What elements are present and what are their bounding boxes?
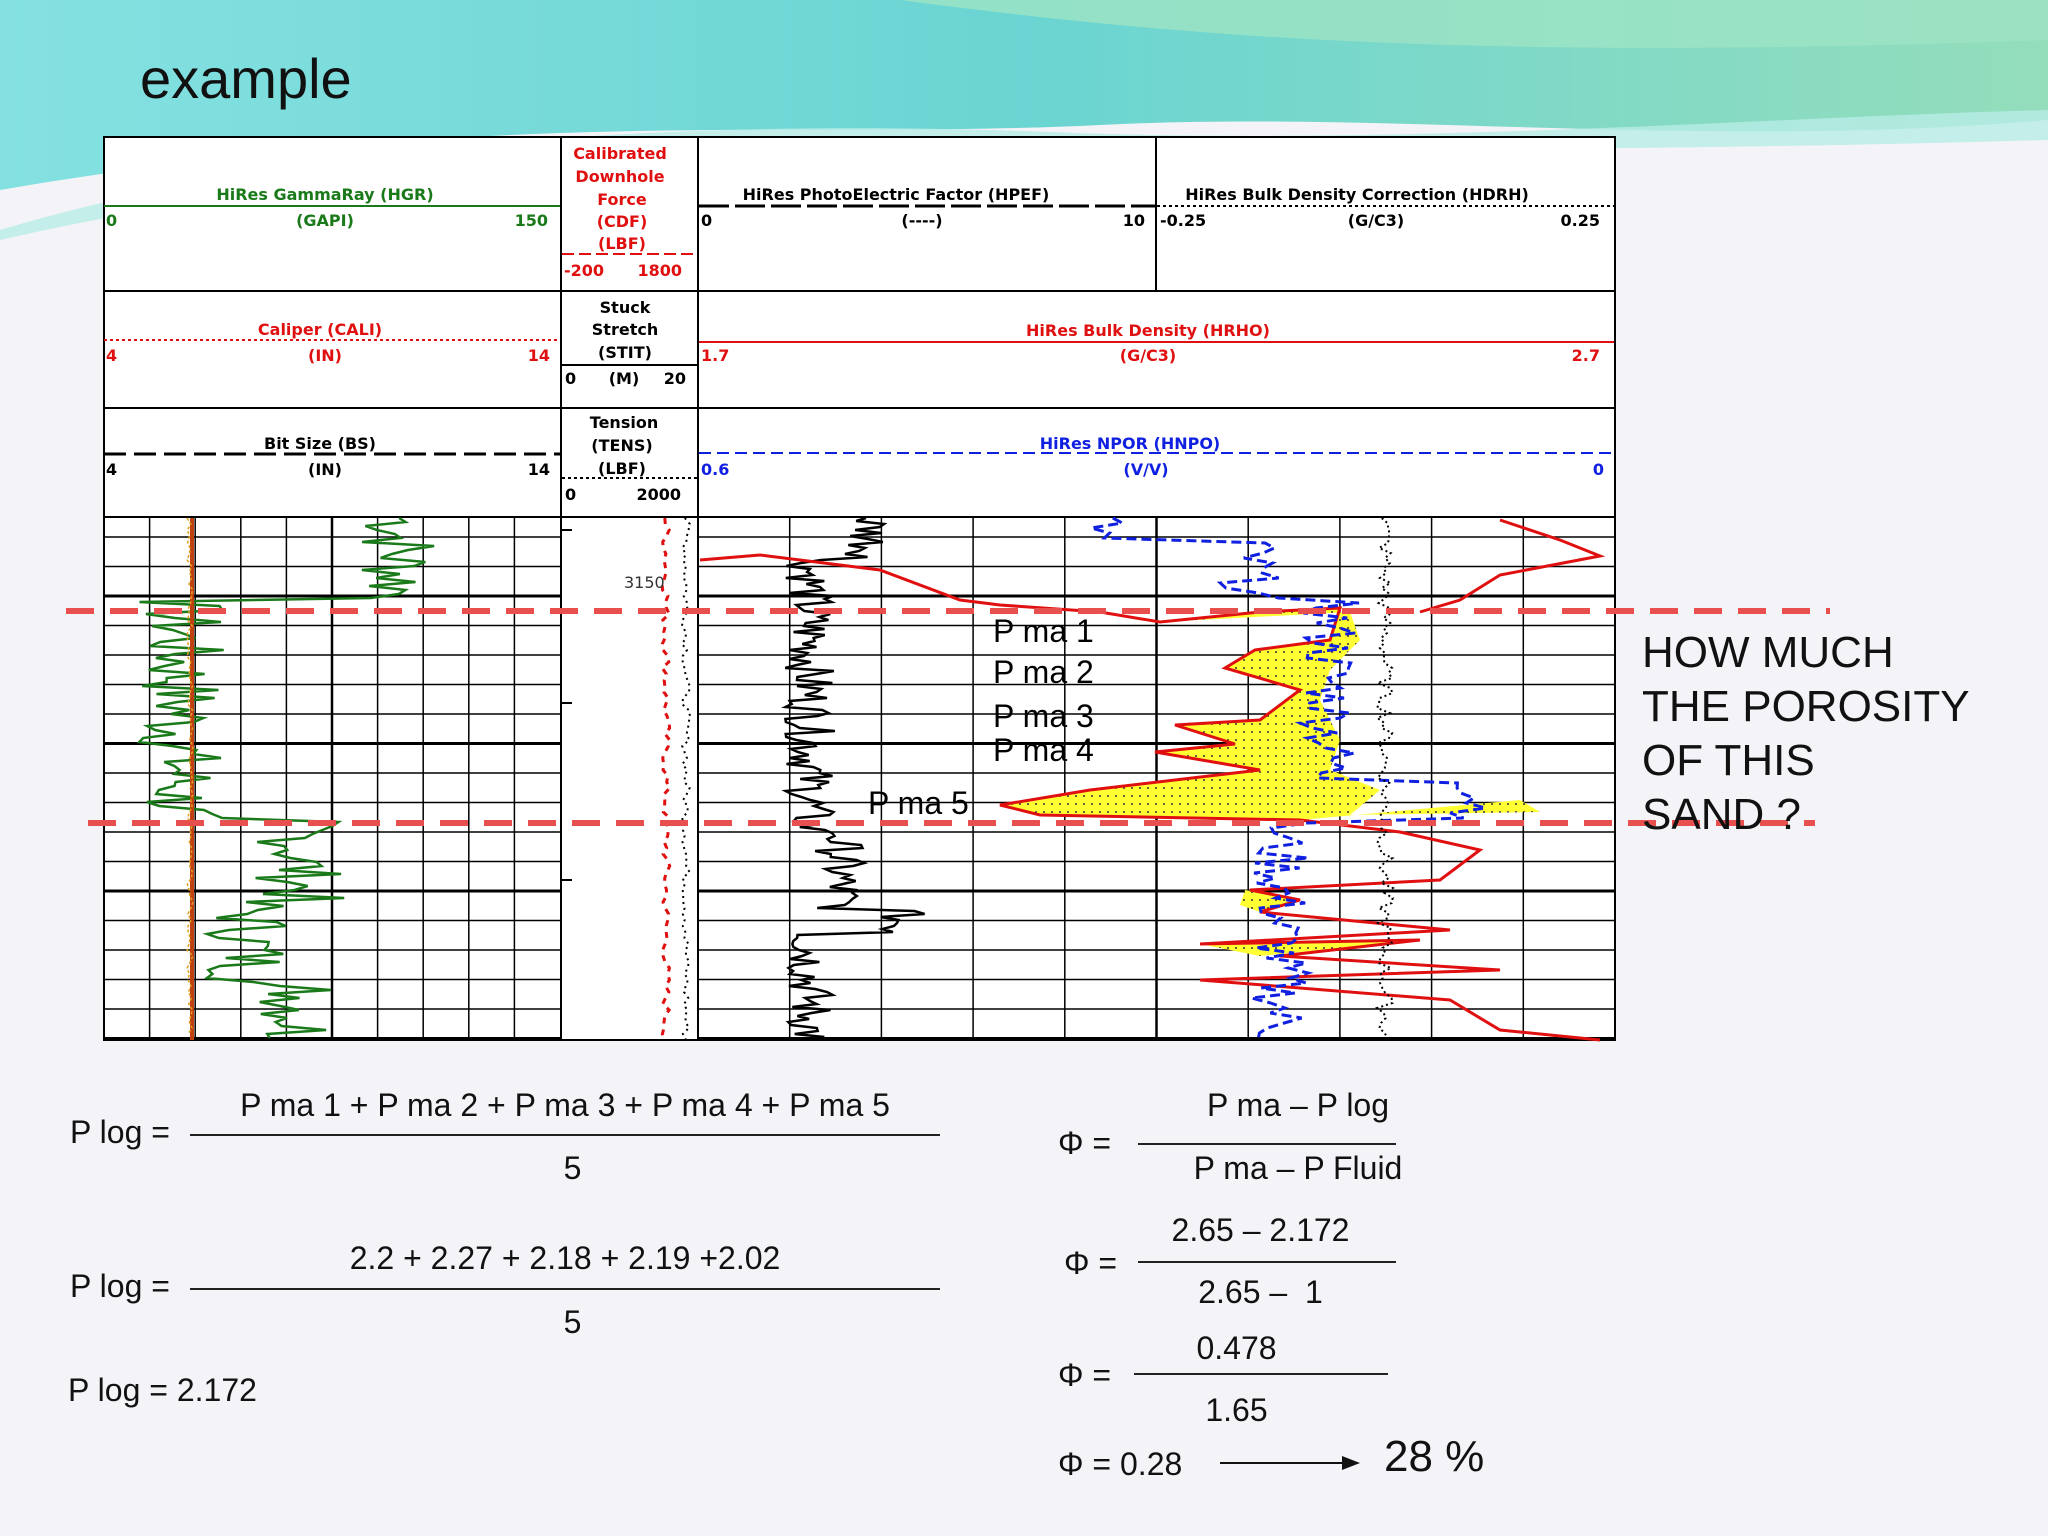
hrho-min: 1.7	[701, 346, 729, 365]
sand-fill-lower	[1240, 890, 1300, 912]
plog2-fraction-bar	[190, 1288, 940, 1290]
bs-unit: (IN)	[308, 460, 342, 479]
hgr-min: 0	[106, 211, 117, 230]
hrho-name: HiRes Bulk Density (HRHO)	[1026, 321, 1270, 340]
phi-result: Φ = 0.28	[1058, 1446, 1183, 1482]
tension-curve	[680, 517, 692, 1041]
plog2-denominator: 5	[563, 1304, 582, 1340]
question-line-2: THE POROSITY	[1642, 682, 1970, 731]
plog-denominator: 5	[563, 1150, 582, 1186]
tens-line-1: Tension	[590, 413, 658, 432]
hdrh-max: 0.25	[1561, 211, 1600, 230]
plog-numerator: P ma 1 + P ma 2 + P ma 3 + P ma 4 + P ma…	[240, 1087, 890, 1123]
tens-max: 2000	[636, 485, 681, 504]
cali-max: 14	[528, 346, 550, 365]
hpef-name: HiRes PhotoElectric Factor (HPEF)	[743, 185, 1050, 204]
phi-lhs: Φ =	[1058, 1125, 1112, 1161]
plog-lhs: P log =	[70, 1114, 170, 1150]
phi3-fraction-bar	[1134, 1373, 1388, 1375]
hgr-name: HiRes GammaRay (HGR)	[216, 185, 433, 204]
phi-numerator: P ma – P log	[1206, 1087, 1390, 1123]
hnpo-name: HiRes NPOR (HNPO)	[1040, 434, 1220, 453]
phi2-denominator: 2.65 – 1	[1198, 1274, 1323, 1310]
phi2-fraction-bar	[1138, 1261, 1396, 1263]
plog2-numerator: 2.2 + 2.27 + 2.18 + 2.19 +2.02	[349, 1240, 781, 1276]
stit-min: 0	[565, 369, 576, 388]
plog-result: P log = 2.172	[68, 1372, 257, 1408]
phi2-numerator: 2.65 – 2.172	[1171, 1212, 1350, 1248]
hnpo-min: 0.6	[701, 460, 729, 479]
bs-max: 14	[528, 460, 550, 479]
stit-line-1: Stuck	[600, 298, 651, 317]
tens-line-3: (LBF)	[598, 459, 646, 478]
hdrh-unit: (G/C3)	[1348, 211, 1404, 230]
porosity-percent: 28 %	[1384, 1432, 1485, 1481]
pma-label-2: P ma 2	[993, 654, 1094, 690]
pma-label-5: P ma 5	[868, 785, 969, 821]
bs-name: Bit Size (BS)	[264, 434, 376, 453]
hdrh-name: HiRes Bulk Density Correction (HDRH)	[1185, 185, 1529, 204]
cdf-max: 1800	[637, 261, 682, 280]
header-curve-lines	[104, 204, 1614, 479]
pma-label-4: P ma 4	[993, 732, 1094, 768]
density-correction-curve	[1374, 517, 1395, 1039]
depth-label: 3150	[624, 573, 665, 592]
bs-min: 4	[106, 460, 117, 479]
plog-fraction-bar	[190, 1134, 940, 1136]
hrho-max: 2.7	[1572, 346, 1600, 365]
hnpo-max: 0	[1593, 460, 1604, 479]
bulk-density-curve	[699, 553, 1601, 1042]
cdf-curve	[660, 517, 672, 1041]
result-arrow-icon	[1220, 1456, 1360, 1470]
well-log-diagram: HiRes GammaRay (HGR) 0 (GAPI) 150 Calipe…	[66, 136, 1830, 1042]
tens-min: 0	[565, 485, 576, 504]
hpef-max: 10	[1123, 211, 1145, 230]
question-line-3: OF THIS	[1642, 736, 1815, 785]
stit-line-2: Stretch	[592, 320, 658, 339]
phi2-lhs: Φ =	[1064, 1245, 1118, 1281]
phi3-numerator: 0.478	[1196, 1330, 1277, 1366]
hgr-max: 150	[515, 211, 548, 230]
cdf-line-4: (CDF)	[597, 212, 648, 231]
hnpo-unit: (V/V)	[1123, 460, 1168, 479]
tens-line-2: (TENS)	[591, 436, 652, 455]
slide-title: example	[140, 47, 352, 110]
stit-max: 20	[664, 369, 686, 388]
phi-fraction-bar	[1138, 1143, 1396, 1145]
hdrh-min: -0.25	[1160, 211, 1206, 230]
stit-unit: (M)	[609, 369, 640, 388]
plog2-lhs: P log =	[70, 1268, 170, 1304]
hpef-min: 0	[701, 211, 712, 230]
pef-curve	[780, 516, 925, 1039]
question-line-4: SAND ?	[1642, 790, 1801, 839]
caliper-curve	[186, 517, 194, 1035]
question-line-1: HOW MUCH	[1642, 628, 1894, 677]
hgr-unit: (GAPI)	[296, 211, 354, 230]
cali-name: Caliper (CALI)	[258, 320, 382, 339]
phi-denominator: P ma – P Fluid	[1193, 1150, 1403, 1186]
porosity-question: HOW MUCH THE POROSITY OF THIS SAND ?	[1642, 626, 1970, 842]
hpef-unit: (----)	[901, 211, 942, 230]
cdf-line-3: Force	[597, 190, 647, 209]
pma-label-3: P ma 3	[993, 698, 1094, 734]
log-curves	[136, 516, 1606, 1042]
hrho-unit: (G/C3)	[1120, 346, 1176, 365]
cdf-min: -200	[564, 261, 604, 280]
stit-line-3: (STIT)	[598, 343, 652, 362]
cali-unit: (IN)	[308, 346, 342, 365]
cali-min: 4	[106, 346, 117, 365]
pma-label-1: P ma 1	[993, 613, 1094, 649]
cdf-line-1: Calibrated	[573, 144, 667, 163]
neutron-porosity-curve	[1090, 516, 1486, 1039]
header-text: HiRes GammaRay (HGR) 0 (GAPI) 150 Calipe…	[106, 144, 1604, 504]
cdf-line-5: (LBF)	[598, 234, 646, 253]
phi3-denominator: 1.65	[1205, 1392, 1268, 1428]
cdf-line-2: Downhole	[575, 167, 664, 186]
bulk-density-curve-upper	[1419, 518, 1606, 614]
phi3-lhs: Φ =	[1058, 1357, 1112, 1393]
log-frame	[103, 136, 1616, 1041]
